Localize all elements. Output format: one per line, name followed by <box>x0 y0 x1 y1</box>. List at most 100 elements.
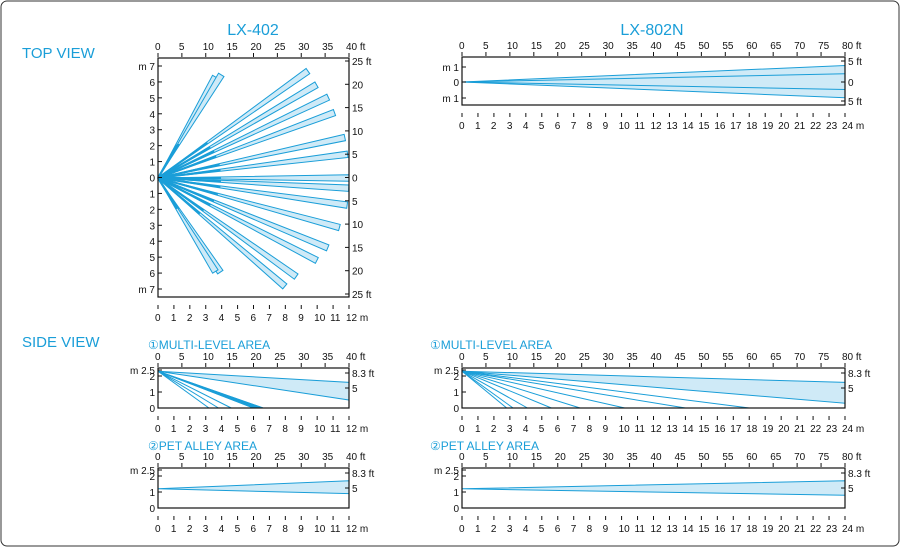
lx402-multi-m-tick-label: 2 <box>187 424 193 435</box>
side-beam-ray <box>461 370 686 409</box>
lx802n-top-yft-tick-label: 5 ft <box>848 97 862 108</box>
lx402-top-yft-tick-label: 0 <box>352 174 358 185</box>
lx402-top-ym-tick-label: 3 <box>149 221 155 232</box>
lx802n-multi-m-tick-label: 23 <box>826 424 838 435</box>
side-beam-ray <box>157 370 210 409</box>
lx402-top-m-tick-label: 7 <box>266 313 272 324</box>
lx402-multi-ft-tick-label: 20 <box>251 352 263 363</box>
lx802n-pet-m-tick-label: 6 <box>555 524 561 535</box>
lx402-top-ym-tick-label: 3 <box>149 126 155 137</box>
lx402-top-ym-tick-label: 2 <box>149 205 155 216</box>
lx402-pet-ym-tick-label: 1 <box>149 488 155 499</box>
lx802n-top-ft-tick-label: 65 <box>770 41 782 52</box>
lx402-pet-alley-plot: 0 5 10 15 20 25 30 35 40 ft0 1 2 3 4 5 6 7 8 9 10 11 12 mm 2… <box>130 452 374 535</box>
lx802n-multi-m-tick-label: 16 <box>714 424 726 435</box>
lx802n-pet-m-tick-label: 9 <box>603 524 609 535</box>
lx802n-multi-ft-tick-label: 10 <box>507 352 519 363</box>
lx802n-pet-m-tick-label: 1 <box>475 524 481 535</box>
lx402-pet-ft-tick-label: 15 <box>227 452 239 463</box>
lx802n-top-m-tick-label: 6 <box>555 121 561 132</box>
lx802n-top-view-plot: 0 5 10 15 20 25 30 35 40 45 50 55 60 65 70 75 80 ft0 1 2 3 4… <box>442 41 864 132</box>
lx802n-multi-m-tick-label: 13 <box>666 424 678 435</box>
lx802n-top-m-tick-label: 19 <box>762 121 774 132</box>
lx802n-pet-m-tick-label: 8 <box>587 524 593 535</box>
lx402-top-m-tick-label: 4 <box>219 313 225 324</box>
lx802n-top-m-tick-label: 16 <box>714 121 726 132</box>
lx402-pet-ft-tick-label: 35 <box>322 452 334 463</box>
lx402-pet-m-tick-label: 7 <box>266 524 272 535</box>
lx802n-top-ft-tick-label: 25 <box>579 41 591 52</box>
lx402-pet-m-tick-label: 12 m <box>346 524 368 535</box>
lx802n-top-m-tick-label: 3 <box>507 121 513 132</box>
lx802n-multi-ft-tick-label: 40 <box>651 352 663 363</box>
lx402-top-yft-tick-label: 25 ft <box>352 290 372 301</box>
lx802n-top-m-tick-label: 14 <box>682 121 694 132</box>
lx802n-top-m-tick-label: 13 <box>666 121 678 132</box>
lx402-pet-ft-tick-label: 10 <box>203 452 215 463</box>
lx402-multi-ym-tick-label: 0 <box>149 404 155 415</box>
lx402-multi-level-subtitle: ①MULTI-LEVEL AREA <box>148 338 270 352</box>
lx802n-top-m-tick-label: 22 <box>810 121 822 132</box>
lx402-top-ym-tick-label: 0 <box>149 174 155 185</box>
lx802n-top-m-tick-label: 17 <box>730 121 742 132</box>
lx802n-pet-m-tick-label: 14 <box>682 524 694 535</box>
lx802n-top-m-tick-label: 18 <box>746 121 758 132</box>
lx402-multi-m-tick-label: 7 <box>266 424 272 435</box>
top-beam-core <box>157 155 217 179</box>
side-beam-ray <box>461 370 508 409</box>
top-view-heading: TOP VIEW <box>22 45 96 62</box>
lx802n-top-ft-tick-label: 60 <box>746 41 758 52</box>
lx802n-multi-m-tick-label: 3 <box>507 424 513 435</box>
lx802n-top-m-tick-label: 1 <box>475 121 481 132</box>
lx802n-pet-ft-tick-label: 20 <box>555 452 567 463</box>
lx402-pet-m-tick-label: 8 <box>282 524 288 535</box>
lx402-top-yft-tick-label: 20 <box>352 80 364 91</box>
lx402-multi-m-tick-label: 12 m <box>346 424 368 435</box>
lx802n-top-ft-tick-label: 80 ft <box>842 41 862 52</box>
lx402-pet-ft-tick-label: 20 <box>251 452 263 463</box>
lx802n-pet-m-tick-label: 13 <box>666 524 678 535</box>
lx402-pet-ft-tick-label: 25 <box>274 452 286 463</box>
lx402-multi-ft-tick-label: 35 <box>322 352 334 363</box>
lx802n-multi-m-tick-label: 0 <box>459 424 465 435</box>
lx402-top-ym-tick-label: 4 <box>149 110 155 121</box>
lx802n-pet-alley-subtitle: ②PET ALLEY AREA <box>430 439 539 453</box>
lx802n-multi-m-tick-label: 19 <box>762 424 774 435</box>
lx402-top-ft-tick-label: 0 <box>155 42 161 53</box>
lx402-top-ft-tick-label: 40 ft <box>346 42 366 53</box>
lx802n-multi-ft-tick-label: 75 <box>818 352 830 363</box>
lx802n-multi-m-tick-label: 17 <box>730 424 742 435</box>
lx802n-multi-m-tick-label: 24 m <box>842 424 864 435</box>
lx802n-multi-m-tick-label: 1 <box>475 424 481 435</box>
lx802n-top-ft-tick-label: 0 <box>459 41 465 52</box>
lx402-multi-ym-tick-label: 2 <box>149 372 155 383</box>
top-beam-core <box>157 177 221 188</box>
lx802n-title: LX-802N <box>620 22 683 39</box>
lx802n-pet-ft-tick-label: 60 <box>746 452 758 463</box>
lx402-top-ym-tick-label: m 7 <box>138 62 155 73</box>
lx802n-top-m-tick-label: 9 <box>603 121 609 132</box>
lx802n-top-ft-tick-label: 20 <box>555 41 567 52</box>
lx802n-top-m-tick-label: 12 <box>651 121 663 132</box>
lx402-top-yft-tick-label: 15 <box>352 243 364 254</box>
lx802n-top-yft-tick-label: 5 ft <box>848 57 862 68</box>
lx402-multi-ft-tick-label: 30 <box>298 352 310 363</box>
lx402-multi-level-plot: 0 5 10 15 20 25 30 35 40 ft0 1 2 3 4 5 6 7 8 9 10 11 12 mm 2… <box>130 352 374 435</box>
lx802n-top-yft-tick-label: 0 <box>848 78 854 89</box>
lx402-multi-m-tick-label: 6 <box>251 424 257 435</box>
lx402-top-ft-tick-label: 20 <box>251 42 263 53</box>
lx402-top-m-tick-label: 6 <box>251 313 257 324</box>
lx802n-pet-m-tick-label: 7 <box>571 524 577 535</box>
lx402-multi-ft-tick-label: 25 <box>274 352 286 363</box>
lx402-pet-ft-tick-label: 30 <box>298 452 310 463</box>
lx802n-pet-m-tick-label: 0 <box>459 524 465 535</box>
lx802n-multi-level-subtitle: ①MULTI-LEVEL AREA <box>430 338 552 352</box>
top-beam-edge <box>461 81 846 90</box>
lx402-pet-m-tick-label: 1 <box>171 524 177 535</box>
lx802n-top-m-tick-label: 4 <box>523 121 529 132</box>
lx402-multi-ft-tick-label: 5 <box>179 352 185 363</box>
side-beam-ray <box>461 370 528 409</box>
lx802n-multi-ft-tick-label: 25 <box>579 352 591 363</box>
lx802n-pet-m-tick-label: 3 <box>507 524 513 535</box>
lx802n-pet-ft-tick-label: 45 <box>674 452 686 463</box>
